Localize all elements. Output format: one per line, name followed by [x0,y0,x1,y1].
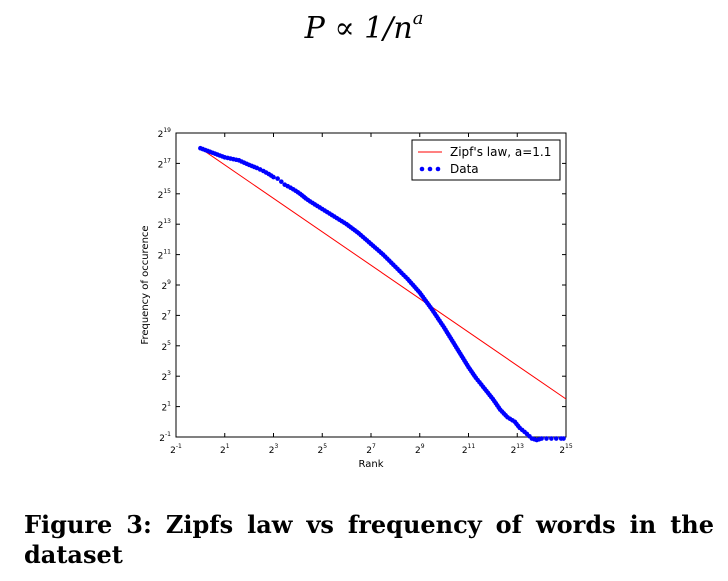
x-axis-label: Rank [359,459,384,470]
axis-ticks: 2-1 21 23 25 27 29 211 213 215 2-1 21 23 25 27 29 211 21… [158,127,573,456]
x-tick-label: 211 [462,443,476,456]
data-point [271,174,276,180]
formula-rhs: 1/n [364,11,413,46]
formula-operator: ∝ [334,11,355,46]
legend-swatch-dot [419,166,425,172]
y-tick-label: 2-1 [159,431,171,444]
legend-label: Zipf's law, a=1.1 [450,145,551,159]
data-point [561,436,566,441]
figure-caption: Figure 3: Zipfs law vs frequency of word… [24,510,714,569]
zipf-law-line [200,147,567,400]
legend: Zipf's law, a=1.1 Data [411,139,561,181]
x-tick-label: 25 [317,443,327,456]
x-tick-label: 23 [269,443,279,456]
data-point [275,176,280,181]
zipf-chart: 2-1 21 23 25 27 29 211 213 215 2-1 21 23 25 27 29 211 21… [140,127,573,470]
y-tick-label: 215 [158,188,172,201]
x-tick-label: 29 [415,443,425,456]
y-tick-label: 27 [161,309,171,322]
plot-frame [175,132,567,438]
zipf-formula: P ∝ 1/na [0,8,728,46]
series-layer [198,145,567,443]
y-tick-label: 21 [161,401,171,414]
legend-swatch-dot [435,166,441,172]
x-tick-label: 27 [366,443,376,456]
formula-exponent: a [412,8,424,29]
y-tick-label: 23 [161,370,171,383]
x-tick-label: 213 [511,443,525,456]
x-tick-label: 21 [220,443,230,456]
y-tick-label: 213 [158,218,172,231]
data-point [279,179,284,184]
y-axis-label: Frequency of occurence [140,225,151,344]
y-tick-label: 29 [161,279,171,292]
x-tick-label: 215 [559,443,573,456]
formula-lhs: P [304,11,325,46]
data-point [549,436,554,441]
y-tick-label: 219 [158,127,172,140]
legend-box [411,139,561,181]
data-point [539,436,544,441]
x-tick-label: 2-1 [170,443,182,456]
legend-swatch-dot [427,166,433,172]
legend-label: Data [450,162,479,176]
y-tick-label: 217 [158,157,172,170]
y-tick-label: 211 [158,249,172,262]
data-point [553,436,559,441]
y-tick-label: 25 [161,340,171,353]
data-point [544,436,549,441]
